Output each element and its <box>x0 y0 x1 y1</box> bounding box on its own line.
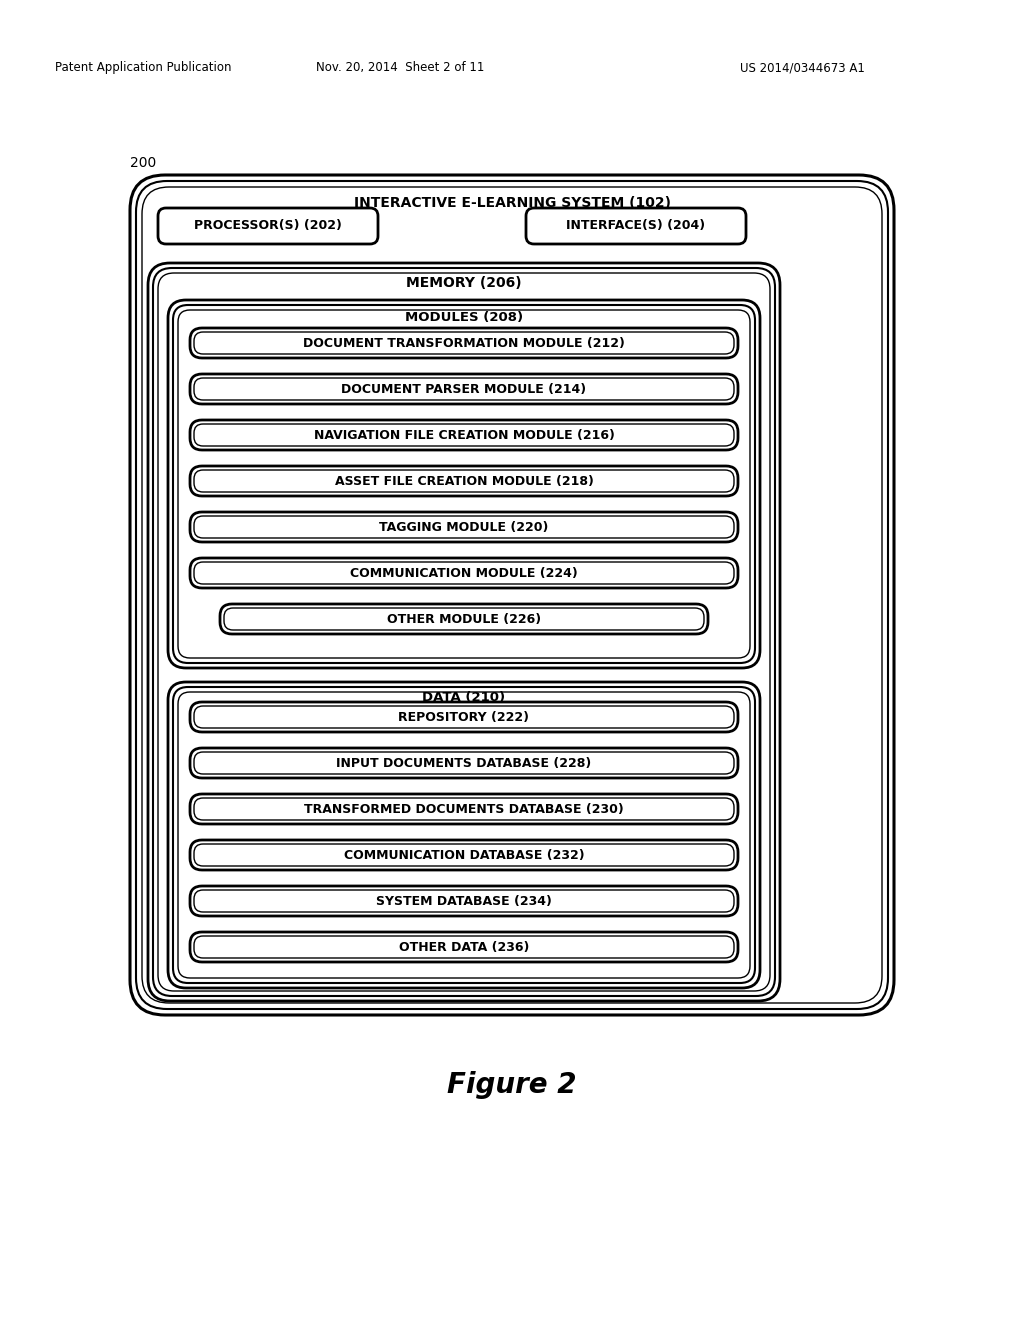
FancyBboxPatch shape <box>194 890 734 912</box>
FancyBboxPatch shape <box>190 886 738 916</box>
FancyBboxPatch shape <box>194 333 734 354</box>
FancyBboxPatch shape <box>194 936 734 958</box>
Text: INTERACTIVE E-LEARNING SYSTEM (102): INTERACTIVE E-LEARNING SYSTEM (102) <box>353 195 671 210</box>
FancyBboxPatch shape <box>220 605 708 634</box>
Text: DATA (210): DATA (210) <box>423 692 506 705</box>
Text: MODULES (208): MODULES (208) <box>404 312 523 325</box>
FancyBboxPatch shape <box>178 310 750 657</box>
FancyBboxPatch shape <box>130 176 894 1015</box>
FancyBboxPatch shape <box>148 263 780 1001</box>
FancyBboxPatch shape <box>190 840 738 870</box>
FancyBboxPatch shape <box>190 466 738 496</box>
Text: Nov. 20, 2014  Sheet 2 of 11: Nov. 20, 2014 Sheet 2 of 11 <box>315 62 484 74</box>
FancyBboxPatch shape <box>158 273 770 991</box>
Text: Patent Application Publication: Patent Application Publication <box>55 62 231 74</box>
FancyBboxPatch shape <box>190 748 738 777</box>
Text: Figure 2: Figure 2 <box>447 1071 577 1100</box>
FancyBboxPatch shape <box>168 682 760 987</box>
FancyBboxPatch shape <box>153 268 775 997</box>
FancyBboxPatch shape <box>194 752 734 774</box>
Text: 200: 200 <box>130 156 157 170</box>
Text: SYSTEM DATABASE (234): SYSTEM DATABASE (234) <box>376 895 552 908</box>
FancyBboxPatch shape <box>190 420 738 450</box>
FancyBboxPatch shape <box>136 181 888 1008</box>
Text: PROCESSOR(S) (202): PROCESSOR(S) (202) <box>195 219 342 232</box>
FancyBboxPatch shape <box>190 512 738 543</box>
FancyBboxPatch shape <box>194 799 734 820</box>
Text: OTHER DATA (236): OTHER DATA (236) <box>398 940 529 953</box>
Text: US 2014/0344673 A1: US 2014/0344673 A1 <box>740 62 865 74</box>
FancyBboxPatch shape <box>190 932 738 962</box>
Text: REPOSITORY (222): REPOSITORY (222) <box>398 710 529 723</box>
FancyBboxPatch shape <box>178 692 750 978</box>
Text: NAVIGATION FILE CREATION MODULE (216): NAVIGATION FILE CREATION MODULE (216) <box>313 429 614 441</box>
Text: MEMORY (206): MEMORY (206) <box>407 276 522 290</box>
FancyBboxPatch shape <box>142 187 882 1003</box>
FancyBboxPatch shape <box>168 300 760 668</box>
FancyBboxPatch shape <box>526 209 746 244</box>
FancyBboxPatch shape <box>190 702 738 733</box>
FancyBboxPatch shape <box>194 843 734 866</box>
Text: TRANSFORMED DOCUMENTS DATABASE (230): TRANSFORMED DOCUMENTS DATABASE (230) <box>304 803 624 816</box>
FancyBboxPatch shape <box>190 374 738 404</box>
FancyBboxPatch shape <box>190 558 738 587</box>
FancyBboxPatch shape <box>194 706 734 729</box>
FancyBboxPatch shape <box>173 305 755 663</box>
Text: DOCUMENT PARSER MODULE (214): DOCUMENT PARSER MODULE (214) <box>341 383 587 396</box>
Text: ASSET FILE CREATION MODULE (218): ASSET FILE CREATION MODULE (218) <box>335 474 594 487</box>
FancyBboxPatch shape <box>224 609 705 630</box>
FancyBboxPatch shape <box>194 470 734 492</box>
FancyBboxPatch shape <box>194 516 734 539</box>
Text: DOCUMENT TRANSFORMATION MODULE (212): DOCUMENT TRANSFORMATION MODULE (212) <box>303 337 625 350</box>
FancyBboxPatch shape <box>194 424 734 446</box>
Text: COMMUNICATION DATABASE (232): COMMUNICATION DATABASE (232) <box>344 849 585 862</box>
FancyBboxPatch shape <box>190 795 738 824</box>
FancyBboxPatch shape <box>190 327 738 358</box>
Text: OTHER MODULE (226): OTHER MODULE (226) <box>387 612 541 626</box>
Text: INTERFACE(S) (204): INTERFACE(S) (204) <box>566 219 706 232</box>
FancyBboxPatch shape <box>194 378 734 400</box>
FancyBboxPatch shape <box>158 209 378 244</box>
Text: COMMUNICATION MODULE (224): COMMUNICATION MODULE (224) <box>350 566 578 579</box>
Text: TAGGING MODULE (220): TAGGING MODULE (220) <box>379 520 549 533</box>
FancyBboxPatch shape <box>173 686 755 983</box>
Text: INPUT DOCUMENTS DATABASE (228): INPUT DOCUMENTS DATABASE (228) <box>336 756 592 770</box>
FancyBboxPatch shape <box>194 562 734 583</box>
